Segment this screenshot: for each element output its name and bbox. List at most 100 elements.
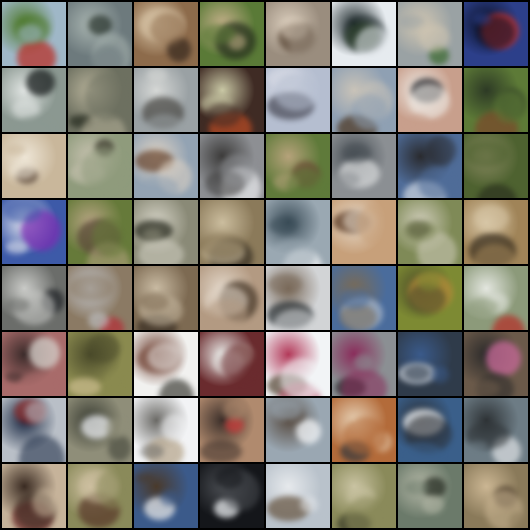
tile-texture-blob xyxy=(426,135,456,166)
tile-texture-blob xyxy=(221,344,259,383)
generated-image-tile xyxy=(200,464,264,528)
generated-image-tile xyxy=(266,200,330,264)
tile-texture-blob xyxy=(357,203,395,246)
tile-texture-blob xyxy=(341,369,387,396)
tile-texture-blob xyxy=(17,40,56,66)
generated-image-tile xyxy=(2,266,66,330)
generated-image-tile xyxy=(68,464,132,528)
tile-texture-blob xyxy=(340,288,370,309)
generated-image-tile xyxy=(266,464,330,528)
generated-image-tile xyxy=(464,68,528,132)
tile-texture-blob xyxy=(342,143,371,163)
tile-texture-blob xyxy=(405,480,429,495)
generated-image-tile xyxy=(200,200,264,264)
generated-image-tile xyxy=(134,134,198,198)
tile-texture-blob xyxy=(161,414,188,441)
tile-texture-blob xyxy=(464,379,500,396)
tile-texture-blob xyxy=(270,400,302,420)
tile-texture-blob xyxy=(273,309,318,330)
tile-texture-blob xyxy=(409,84,450,119)
tile-texture-blob xyxy=(202,24,236,44)
tile-texture-blob xyxy=(6,298,30,312)
tile-texture-blob xyxy=(465,141,509,167)
tile-texture-blob xyxy=(140,176,179,198)
tile-texture-blob xyxy=(300,496,318,513)
tile-texture-blob xyxy=(351,94,388,130)
tile-texture-blob xyxy=(69,275,114,301)
generated-image-tile xyxy=(464,332,528,396)
generated-image-tile xyxy=(68,332,132,396)
tile-texture-blob xyxy=(25,401,50,423)
tile-texture-blob xyxy=(431,366,449,383)
tile-texture-blob xyxy=(5,241,28,254)
tile-texture-blob xyxy=(345,497,389,528)
tile-texture-blob xyxy=(280,358,324,396)
generated-image-tile xyxy=(68,68,132,132)
generated-image-tile xyxy=(398,266,462,330)
tile-texture-blob xyxy=(88,15,112,35)
generated-image-tile xyxy=(398,398,462,462)
generated-image-tile xyxy=(200,398,264,462)
generated-image-tile xyxy=(464,398,528,462)
tile-texture-blob xyxy=(274,73,320,111)
generated-image-tile xyxy=(2,134,66,198)
tile-texture-blob xyxy=(92,217,129,257)
tile-texture-blob xyxy=(469,441,488,452)
tile-texture-blob xyxy=(19,435,65,462)
tile-texture-blob xyxy=(87,333,120,363)
generated-image-tile xyxy=(464,266,528,330)
tile-texture-blob xyxy=(135,473,154,483)
tile-texture-blob xyxy=(108,435,131,461)
generated-image-tile xyxy=(332,68,396,132)
tile-texture-blob xyxy=(200,440,242,462)
tile-texture-blob xyxy=(422,495,444,514)
generated-image-tile xyxy=(134,2,198,66)
generated-image-tile xyxy=(398,134,462,198)
tile-texture-blob xyxy=(29,337,60,369)
generated-image-tile xyxy=(398,68,462,132)
tile-texture-blob xyxy=(88,312,109,329)
generated-image-tile xyxy=(134,332,198,396)
tile-texture-blob xyxy=(17,372,59,396)
tile-texture-blob xyxy=(423,477,446,498)
tile-texture-blob xyxy=(400,442,443,462)
tile-texture-blob xyxy=(343,417,387,455)
tile-texture-blob xyxy=(418,167,453,198)
generated-image-tile xyxy=(2,398,66,462)
generated-image-tile xyxy=(266,266,330,330)
tile-texture-blob xyxy=(494,91,524,123)
tile-texture-blob xyxy=(509,512,527,528)
generated-image-tile xyxy=(68,2,132,66)
tile-texture-blob xyxy=(473,244,517,264)
tile-texture-blob xyxy=(106,418,126,439)
generated-image-tile xyxy=(2,332,66,396)
tile-texture-blob xyxy=(147,343,181,371)
tile-texture-blob xyxy=(269,217,298,234)
generated-image-tile xyxy=(68,134,132,198)
generated-image-tile xyxy=(134,398,198,462)
generated-image-tile xyxy=(464,464,528,528)
tile-texture-blob xyxy=(354,354,373,370)
tile-texture-blob xyxy=(160,490,178,506)
generated-image-tile xyxy=(2,2,66,66)
tile-texture-blob xyxy=(403,220,437,242)
tile-texture-blob xyxy=(147,68,167,82)
tile-texture-blob xyxy=(150,13,186,45)
tile-texture-blob xyxy=(12,99,40,119)
tile-texture-blob xyxy=(287,168,325,198)
tile-texture-blob xyxy=(200,233,245,257)
tile-texture-blob xyxy=(473,13,491,25)
tile-texture-blob xyxy=(138,239,184,264)
tile-texture-blob xyxy=(289,23,328,66)
generated-image-tile xyxy=(68,200,132,264)
tile-texture-blob xyxy=(13,116,56,132)
tile-texture-blob xyxy=(335,172,360,187)
tile-texture-blob xyxy=(477,184,517,198)
tile-texture-blob xyxy=(206,299,248,329)
generated-image-tile xyxy=(2,200,66,264)
generated-image-tile xyxy=(398,332,462,396)
generated-image-tile xyxy=(266,2,330,66)
tile-texture-blob xyxy=(271,239,316,264)
tile-texture-blob xyxy=(305,515,328,528)
